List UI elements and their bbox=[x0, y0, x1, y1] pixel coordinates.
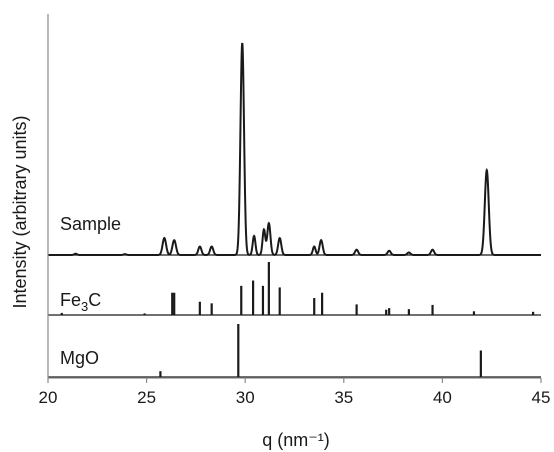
series-label-fe3c: Fe3C bbox=[60, 290, 101, 314]
y-axis-label: Intensity (arbitrary units) bbox=[10, 115, 30, 308]
fe3c-panel bbox=[48, 262, 541, 316]
mgo-panel bbox=[48, 324, 541, 378]
series-label-mgo: MgO bbox=[60, 348, 99, 368]
sample-panel bbox=[48, 42, 541, 256]
x-tick-label: 45 bbox=[532, 388, 551, 407]
x-tick-label: 40 bbox=[433, 388, 452, 407]
x-tick-label: 30 bbox=[236, 388, 255, 407]
series-label-sample: Sample bbox=[60, 214, 121, 234]
axes: 20 25 30 35 40 45 bbox=[39, 14, 551, 407]
x-tick-label: 35 bbox=[334, 388, 353, 407]
sample-pattern-line bbox=[48, 42, 541, 256]
x-tick-label: 20 bbox=[39, 388, 58, 407]
x-axis-label: q (nm⁻¹) bbox=[262, 430, 330, 450]
x-tick-label: 25 bbox=[137, 388, 156, 407]
